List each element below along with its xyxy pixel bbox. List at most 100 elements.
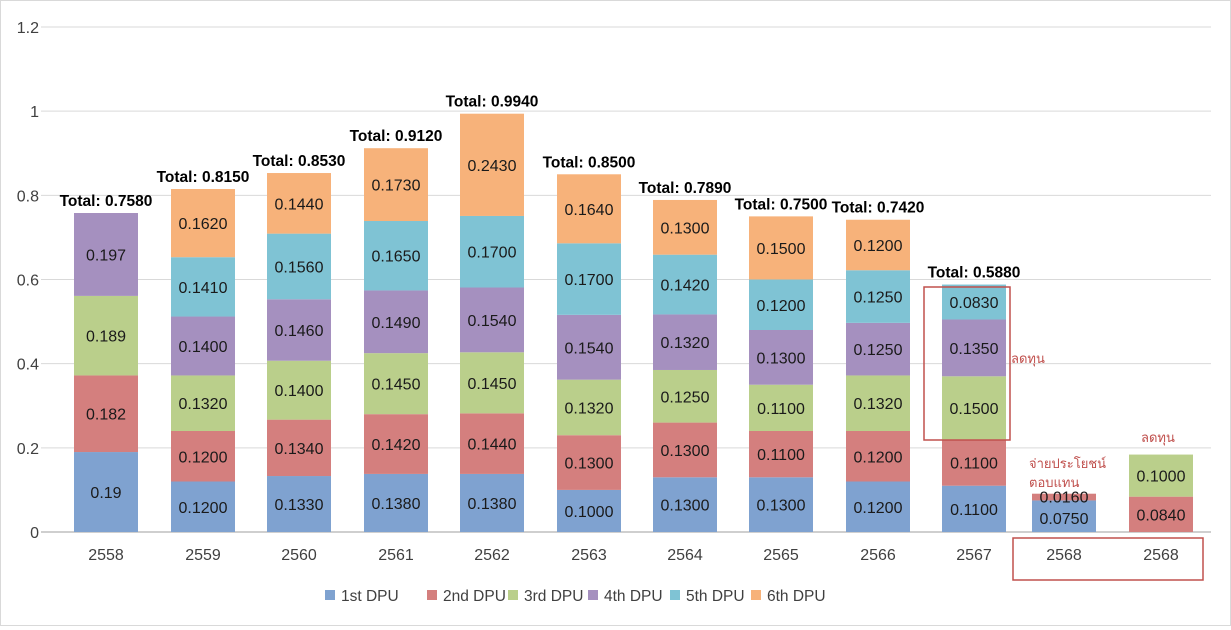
y-axis-ticks: 0 0.2 0.4 0.6 0.8 1 1.2 xyxy=(17,20,39,542)
bar-segment-2nd-dpu xyxy=(267,419,331,477)
bar-segment-4th-dpu xyxy=(942,319,1006,377)
bar-segment-2nd-dpu xyxy=(557,435,621,490)
data-label: 0.1460 xyxy=(275,323,324,340)
bar-segment-5th-dpu xyxy=(364,221,428,291)
data-label: 0.1200 xyxy=(854,500,903,517)
legend-label: 3rd DPU xyxy=(524,588,583,605)
x-tick-label: 2566 xyxy=(860,547,896,564)
bar-segment-5th-dpu xyxy=(653,254,717,315)
bar-segment-6th-dpu xyxy=(364,148,428,222)
data-label: 0.1400 xyxy=(275,383,324,400)
data-label: 0.1320 xyxy=(854,396,903,413)
bar-segment-2nd-dpu xyxy=(460,413,524,474)
data-label: 0.1200 xyxy=(854,449,903,466)
x-tick-label: 2560 xyxy=(281,547,317,564)
bar-segment-4th-dpu xyxy=(74,213,138,296)
data-label: 0.1300 xyxy=(757,350,806,367)
legend-item: 4th DPU xyxy=(588,588,663,605)
total-label: Total: 0.8150 xyxy=(157,169,250,186)
bar-segment-3rd-dpu xyxy=(653,369,717,423)
bar-segment-5th-dpu xyxy=(267,233,331,300)
annotations: ลดทุนจ่ายประโยชน์ตอบแทน ลดทุน xyxy=(923,286,1204,581)
annotation-distribution: จ่ายประโยชน์ xyxy=(1029,456,1106,471)
x-tick-label: 2563 xyxy=(571,547,607,564)
bar-segment-6th-dpu xyxy=(267,173,331,234)
legend-label: 6th DPU xyxy=(767,588,826,605)
data-label: 0.1700 xyxy=(468,245,517,262)
data-label: 0.1380 xyxy=(372,496,421,513)
bar-segment-1st-dpu xyxy=(653,477,717,532)
bar-segment-2nd-dpu xyxy=(171,431,235,482)
legend-item: 3rd DPU xyxy=(508,588,583,605)
bar-segment-1st-dpu xyxy=(364,473,428,532)
legend: 1st DPU 2nd DPU 3rd DPU 4th DPU 5th DPU 6th D… xyxy=(325,588,826,605)
data-label: 0.0160 xyxy=(1040,490,1089,507)
data-label: 0.182 xyxy=(86,407,126,424)
data-label: 0.1200 xyxy=(179,449,228,466)
data-label: 0.1620 xyxy=(179,216,228,233)
data-label: 0.1300 xyxy=(661,443,710,460)
legend-swatch xyxy=(588,590,598,600)
total-label: Total: 0.9940 xyxy=(446,94,539,111)
data-label: 0.1420 xyxy=(372,437,421,454)
bar-segment-4th-dpu xyxy=(267,299,331,361)
data-label: 0.1300 xyxy=(565,456,614,473)
bar-segment-3rd-dpu xyxy=(460,352,524,414)
y-tick-label: 1 xyxy=(30,104,39,121)
bar-segment-1st-dpu xyxy=(460,473,524,532)
bar-segment-4th-dpu xyxy=(364,290,428,354)
data-label: 0.1250 xyxy=(661,389,710,406)
bar-segment-1st-dpu xyxy=(1032,500,1096,532)
x-tick-label: 2558 xyxy=(88,547,124,564)
highlight-box-2568 xyxy=(1012,537,1204,581)
data-label: 0.1450 xyxy=(372,377,421,394)
data-label: 0.1200 xyxy=(854,238,903,255)
legend-item: 6th DPU xyxy=(751,588,826,605)
legend-item: 5th DPU xyxy=(670,588,745,605)
total-label: Total: 0.7890 xyxy=(639,180,732,197)
data-label: 0.1730 xyxy=(372,178,421,195)
data-label: 0.1440 xyxy=(275,196,324,213)
bar-segment-6th-dpu xyxy=(171,189,235,258)
gridlines xyxy=(41,26,1211,533)
data-label: 0.1200 xyxy=(179,500,228,517)
bar-segment-6th-dpu xyxy=(557,174,621,244)
bar-segment-5th-dpu xyxy=(942,284,1006,320)
data-label: 0.1250 xyxy=(854,342,903,359)
total-label: Total: 0.7580 xyxy=(60,193,153,210)
x-axis-ticks: 2558 2559 2560 2561 2562 2563 2564 2565 2566 2567… xyxy=(88,547,1179,564)
annotation-capital-reduction-2568: ลดทุน xyxy=(1141,430,1175,446)
data-label: 0.1700 xyxy=(565,272,614,289)
data-label: 0.1450 xyxy=(468,376,517,393)
bar-segment-3rd-dpu xyxy=(267,360,331,420)
bars: 0.19 0.182 0.189 0.197 0.1200 0.1200 0.1320 0.1… xyxy=(74,113,1193,532)
bar-segment-6th-dpu xyxy=(846,219,910,271)
bar-segment-2nd-dpu xyxy=(749,431,813,478)
y-tick-label: 0 xyxy=(30,525,39,542)
legend-swatch xyxy=(427,590,437,600)
bar-segment-2nd-dpu xyxy=(653,422,717,478)
bar-segment-1st-dpu xyxy=(942,485,1006,532)
bar-segment-2nd-dpu xyxy=(942,439,1006,486)
data-label: 0.1200 xyxy=(757,298,806,315)
x-tick-label: 2565 xyxy=(763,547,799,564)
data-label: 0.1380 xyxy=(468,496,517,513)
legend-label: 4th DPU xyxy=(604,588,663,605)
x-tick-label: 2562 xyxy=(474,547,510,564)
bar-segment-4th-dpu xyxy=(171,316,235,376)
data-label: 0.1500 xyxy=(950,401,999,418)
data-label: 0.19 xyxy=(90,485,121,502)
data-label: 0.1440 xyxy=(468,437,517,454)
legend-swatch xyxy=(670,590,680,600)
bar-segment-3rd-dpu xyxy=(1129,454,1193,497)
bar-segment-4th-dpu xyxy=(557,314,621,380)
bar-segment-1st-dpu xyxy=(267,476,331,532)
total-label: Total: 0.5880 xyxy=(928,265,1021,282)
bar-segment-5th-dpu xyxy=(846,270,910,323)
y-tick-label: 0.6 xyxy=(17,273,39,290)
bar-segment-2nd-dpu xyxy=(1129,496,1193,532)
data-label: 0.0830 xyxy=(950,295,999,312)
bar-segment-4th-dpu xyxy=(460,287,524,353)
total-label: Total: 0.7500 xyxy=(735,196,828,213)
